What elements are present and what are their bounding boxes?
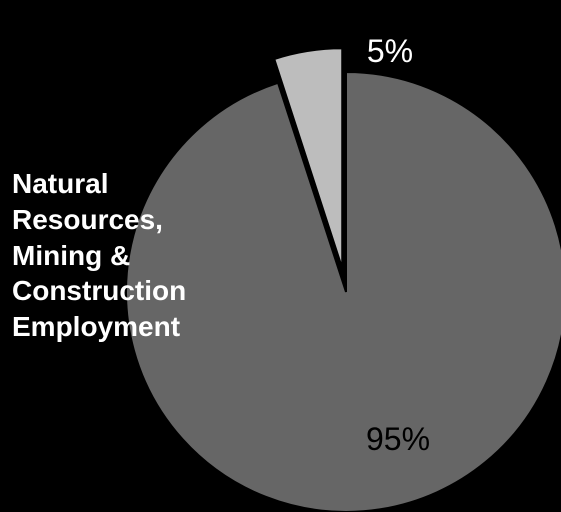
category-annotation-line-1: Natural <box>12 168 109 199</box>
category-annotation-line-4: Construction <box>12 275 187 307</box>
pie-slice-natural-resources-mining-construction-employment <box>273 47 344 269</box>
category-annotation-line-3: Mining & <box>12 239 131 271</box>
category-annotation-line-5: Employment <box>12 311 181 343</box>
category-annotation: Natural Resources, Mining & Construction… <box>12 166 232 345</box>
category-annotation-line-2: Resources, <box>12 203 163 235</box>
data-label-natural-resources-mining-construction-employment: 5% <box>367 33 413 69</box>
pie-slice-other <box>125 70 561 512</box>
data-label-other: 95% <box>366 421 430 457</box>
